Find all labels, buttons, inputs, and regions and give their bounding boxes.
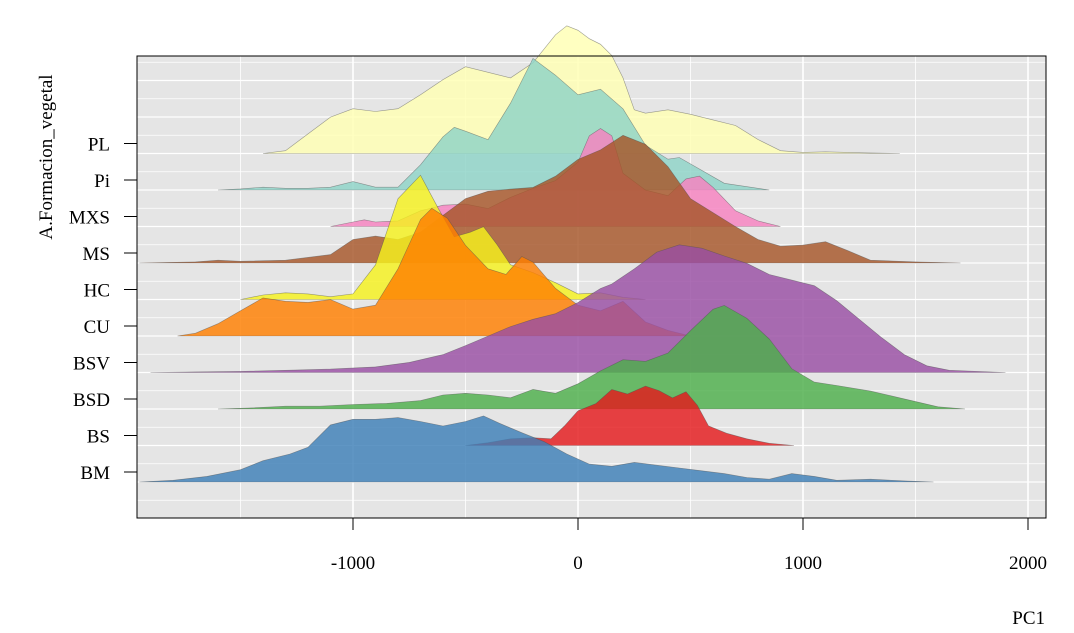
y-axis-title: A.Formacion_vegetal — [36, 74, 57, 239]
y-tick-label: MS — [83, 244, 110, 265]
y-tick-label: BM — [80, 463, 110, 484]
x-tick-label: -1000 — [331, 553, 375, 574]
y-tick-label: Pi — [94, 171, 110, 192]
x-tick-label: 1000 — [784, 553, 822, 574]
y-tick-label: BS — [87, 427, 110, 448]
ridge-bs — [465, 385, 795, 446]
ridge-bsv — [150, 244, 1006, 373]
ridge-ms — [139, 134, 961, 264]
x-tick-label: 0 — [573, 553, 583, 574]
x-axis-ticks: -1000 0 1000 2000 — [331, 518, 1047, 574]
y-tick-label: HC — [84, 281, 110, 302]
y-tick-label: PL — [88, 135, 110, 156]
ridge-bm — [139, 415, 934, 483]
ridge-series — [136, 25, 1047, 519]
x-axis-title: PC1 — [1012, 608, 1045, 629]
y-tick-label: BSD — [73, 390, 110, 411]
panel-border — [136, 55, 1047, 519]
y-tick-label: CU — [84, 317, 111, 338]
x-tick-label: 2000 — [1009, 553, 1047, 574]
y-tick-label: MXS — [69, 208, 110, 229]
y-axis-ticks: PL Pi MXS MS HC CU BSV BSD BS BM — [69, 135, 137, 484]
ridge-bsd — [217, 305, 966, 410]
y-tick-label: BSV — [73, 354, 110, 375]
ridge-pl — [262, 25, 900, 154]
